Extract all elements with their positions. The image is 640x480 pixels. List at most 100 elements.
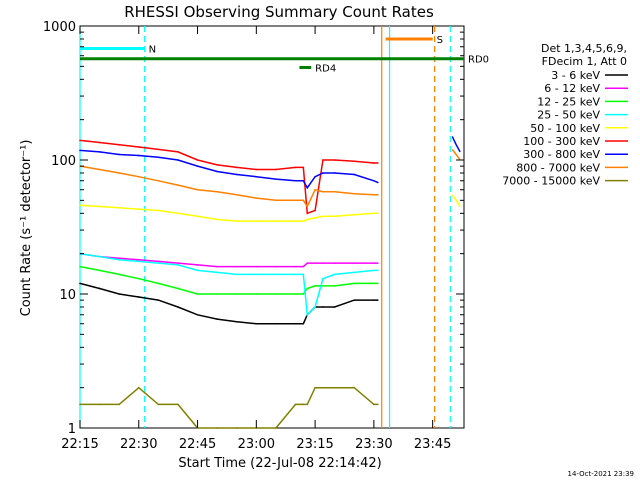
plot-frame xyxy=(79,25,465,429)
legend-label: 7000 - 15000 keV xyxy=(502,175,600,188)
data-point xyxy=(177,262,179,264)
data-point xyxy=(333,285,336,287)
data-point xyxy=(98,151,101,153)
legend-label: 3 - 6 keV xyxy=(551,69,600,82)
series-line xyxy=(79,204,378,222)
data-point xyxy=(376,193,379,196)
x-tick-label: 22:30 xyxy=(120,437,157,452)
data-point xyxy=(255,168,258,171)
legend-label: 50 - 100 keV xyxy=(530,122,600,135)
data-point xyxy=(177,306,179,308)
data-point xyxy=(216,218,218,221)
data-point xyxy=(275,220,277,222)
data-point xyxy=(322,190,324,193)
data-point xyxy=(314,175,316,178)
data-point xyxy=(216,190,218,193)
data-point xyxy=(302,179,305,182)
data-point xyxy=(118,273,120,276)
x-tick-label: 23:45 xyxy=(414,437,451,452)
data-point xyxy=(376,212,379,215)
data-point xyxy=(79,282,81,285)
data-point xyxy=(118,293,120,295)
data-point xyxy=(137,386,140,389)
data-point xyxy=(302,293,305,295)
y-tick-label: 10 xyxy=(59,288,76,303)
data-point xyxy=(322,285,324,287)
data-point xyxy=(353,262,356,264)
data-point xyxy=(196,293,199,295)
data-point xyxy=(294,220,297,222)
data-point xyxy=(306,313,309,316)
data-point xyxy=(373,282,375,285)
data-point xyxy=(306,262,309,264)
data-point xyxy=(177,403,179,406)
series-line xyxy=(80,386,378,429)
data-point xyxy=(98,141,101,144)
series-800-7000-kev xyxy=(79,165,379,209)
series-line xyxy=(79,282,378,325)
series-100-300-kev xyxy=(79,139,379,215)
data-point xyxy=(79,139,81,142)
data-point xyxy=(235,193,238,196)
data-point xyxy=(322,306,324,308)
data-point xyxy=(275,273,277,276)
data-point xyxy=(275,427,277,429)
data-point xyxy=(196,165,199,167)
series-line xyxy=(79,149,379,190)
data-point xyxy=(306,205,309,208)
plot-area: N S RD0 RD4 xyxy=(79,25,489,429)
data-point xyxy=(118,172,120,174)
data-point xyxy=(294,199,297,202)
x-tick-label: 23:30 xyxy=(355,437,392,452)
data-point xyxy=(196,313,199,316)
data-point xyxy=(235,273,238,276)
post-gap-tail-values_800_7000 xyxy=(451,148,461,161)
legend-label: 25 - 50 keV xyxy=(537,109,600,122)
data-point xyxy=(196,188,199,191)
data-point xyxy=(177,264,179,266)
data-point xyxy=(376,181,379,184)
data-point xyxy=(157,179,160,182)
data-point xyxy=(353,299,356,301)
data-point xyxy=(302,322,305,325)
data-point xyxy=(322,172,324,174)
post-gap-tail-values_300_800 xyxy=(451,136,461,153)
series-line xyxy=(79,252,378,268)
legend-label: 800 - 7000 keV xyxy=(516,161,600,174)
legend-label: 300 - 800 keV xyxy=(523,148,600,161)
data-point xyxy=(294,265,297,268)
legend-label: 6 - 12 keV xyxy=(544,82,600,95)
data-point xyxy=(353,173,356,176)
data-point xyxy=(373,162,375,164)
data-point xyxy=(196,264,199,266)
legend-header-line-1: Det 1,3,4,5,6,9, xyxy=(541,42,627,55)
data-point xyxy=(137,146,140,148)
data-point xyxy=(322,159,324,161)
data-point xyxy=(373,193,375,196)
y-axis-label: Count Rate (s⁻¹ detector⁻¹) xyxy=(19,140,34,317)
data-point xyxy=(177,151,179,153)
data-point xyxy=(322,277,324,280)
data-point xyxy=(373,262,375,264)
data-point xyxy=(177,184,179,186)
data-point xyxy=(275,293,277,295)
data-point xyxy=(118,257,120,259)
data-point xyxy=(373,403,375,406)
data-point xyxy=(376,282,379,285)
data-point xyxy=(275,178,277,180)
legend: Det 1,3,4,5,6,9, FDecim 1, Att 0 3 - 6 k… xyxy=(502,42,628,188)
data-point xyxy=(314,217,316,219)
data-point xyxy=(137,277,140,280)
data-point xyxy=(294,403,297,406)
data-point xyxy=(376,162,379,164)
data-point xyxy=(353,160,356,162)
data-point xyxy=(157,209,160,212)
data-point xyxy=(353,213,356,216)
data-point xyxy=(255,322,258,325)
data-point xyxy=(98,269,101,272)
data-point xyxy=(118,206,120,209)
data-point xyxy=(177,159,179,161)
data-point xyxy=(98,287,101,290)
series-3-6-kev xyxy=(79,282,379,325)
